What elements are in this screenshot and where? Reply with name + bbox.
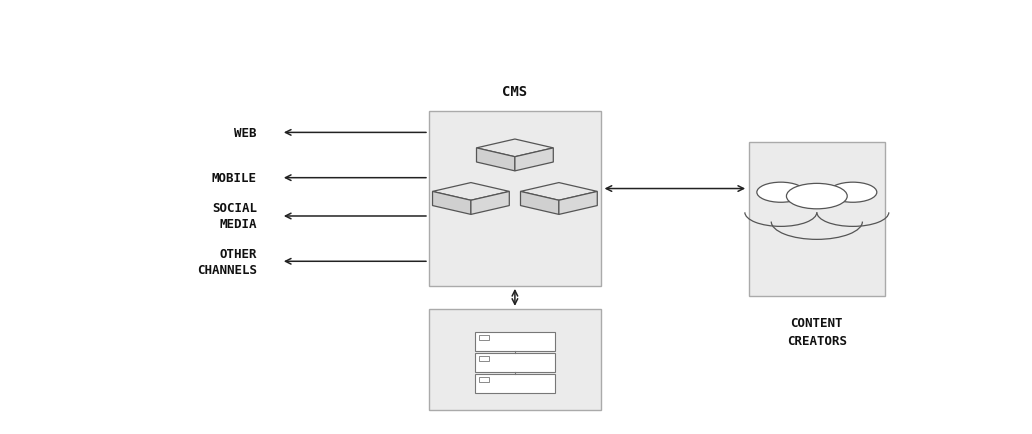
Bar: [429, 309, 601, 410]
Bar: [429, 112, 601, 286]
Text: OTHER
CHANNELS: OTHER CHANNELS: [197, 247, 257, 276]
Text: MOBILE: MOBILE: [212, 172, 257, 185]
Polygon shape: [477, 148, 515, 171]
Circle shape: [756, 183, 805, 203]
Bar: [475, 375, 555, 393]
Polygon shape: [477, 140, 553, 158]
Polygon shape: [559, 192, 598, 215]
Bar: [475, 332, 555, 351]
Text: WEB: WEB: [234, 127, 257, 140]
Circle shape: [829, 183, 877, 203]
Polygon shape: [432, 183, 510, 201]
Bar: [479, 377, 488, 382]
Bar: [749, 142, 884, 296]
Polygon shape: [520, 192, 559, 215]
Polygon shape: [520, 183, 598, 201]
Circle shape: [786, 184, 847, 209]
Bar: [475, 354, 555, 372]
Text: CMS: CMS: [503, 85, 527, 99]
Polygon shape: [432, 192, 471, 215]
Bar: [479, 356, 488, 361]
Text: SOCIAL
MEDIA: SOCIAL MEDIA: [212, 202, 257, 231]
Polygon shape: [471, 192, 510, 215]
Polygon shape: [515, 148, 553, 171]
Bar: [479, 335, 488, 340]
Text: CONTENT
CREATORS: CONTENT CREATORS: [786, 316, 847, 347]
